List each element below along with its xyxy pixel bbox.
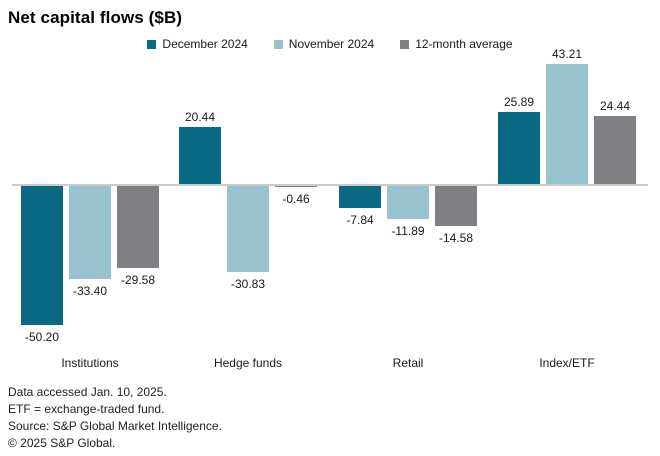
bar-hedge-funds-december-2024 xyxy=(179,127,221,184)
value-label-retail-november-2024: -11.89 xyxy=(391,224,425,239)
legend-label: November 2024 xyxy=(288,37,375,51)
bar-retail-november-2024 xyxy=(387,186,429,220)
value-label-retail-12-month-average: -14.58 xyxy=(438,231,474,246)
category-label-institutions: Institutions xyxy=(61,356,119,370)
value-label-hedge-funds-november-2024: -30.83 xyxy=(230,276,266,291)
footnote-copyright: © 2025 S&P Global. xyxy=(8,436,116,450)
legend: December 2024 November 2024 12-month avera… xyxy=(0,37,660,51)
bar-institutions-december-2024 xyxy=(21,186,63,326)
legend-item-december-2024: December 2024 xyxy=(147,37,248,51)
bar-index-etf-november-2024 xyxy=(546,64,588,184)
value-label-institutions-12-month-average: -29.58 xyxy=(120,273,156,288)
category-label-index-etf: Index/ETF xyxy=(539,356,595,370)
footnote-etf-definition: ETF = exchange-traded fund. xyxy=(8,402,165,416)
legend-label: 12-month average xyxy=(415,37,513,51)
value-label-index-etf-12-month-average: 24.44 xyxy=(599,99,631,114)
legend-swatch-12-month-average xyxy=(400,39,410,49)
legend-item-12-month-average: 12-month average xyxy=(400,37,513,51)
zero-axis-line xyxy=(12,184,648,186)
footnote-data-accessed: Data accessed Jan. 10, 2025. xyxy=(8,385,167,399)
bar-retail-december-2024 xyxy=(339,186,381,208)
legend-swatch-december-2024 xyxy=(147,39,157,49)
bar-index-etf-12-month-average xyxy=(594,116,636,184)
value-label-index-etf-november-2024: 43.21 xyxy=(551,47,583,61)
chart-title: Net capital flows ($B) xyxy=(8,8,183,27)
legend-label: December 2024 xyxy=(162,37,248,51)
bar-institutions-12-month-average xyxy=(117,186,159,269)
value-label-hedge-funds-12-month-average: -0.46 xyxy=(282,192,310,207)
value-label-index-etf-december-2024: 25.89 xyxy=(503,95,535,110)
footnotes: Data accessed Jan. 10, 2025. ETF = excha… xyxy=(8,384,222,452)
legend-swatch-november-2024 xyxy=(273,39,283,49)
bar-hedge-funds-november-2024 xyxy=(227,186,269,272)
value-label-institutions-november-2024: -33.40 xyxy=(72,283,108,298)
bar-index-etf-december-2024 xyxy=(498,112,540,184)
value-label-retail-december-2024: -7.84 xyxy=(346,212,374,227)
bar-institutions-november-2024 xyxy=(69,186,111,279)
category-label-hedge-funds: Hedge funds xyxy=(213,356,283,370)
value-label-institutions-december-2024: -50.20 xyxy=(24,330,60,345)
bar-retail-12-month-average xyxy=(435,186,477,227)
category-label-retail: Retail xyxy=(392,356,424,370)
value-label-hedge-funds-december-2024: 20.44 xyxy=(184,110,216,125)
footnote-source: Source: S&P Global Market Intelligence. xyxy=(8,419,222,433)
legend-item-november-2024: November 2024 xyxy=(273,37,375,51)
bar-hedge-funds-12-month-average xyxy=(275,186,317,188)
